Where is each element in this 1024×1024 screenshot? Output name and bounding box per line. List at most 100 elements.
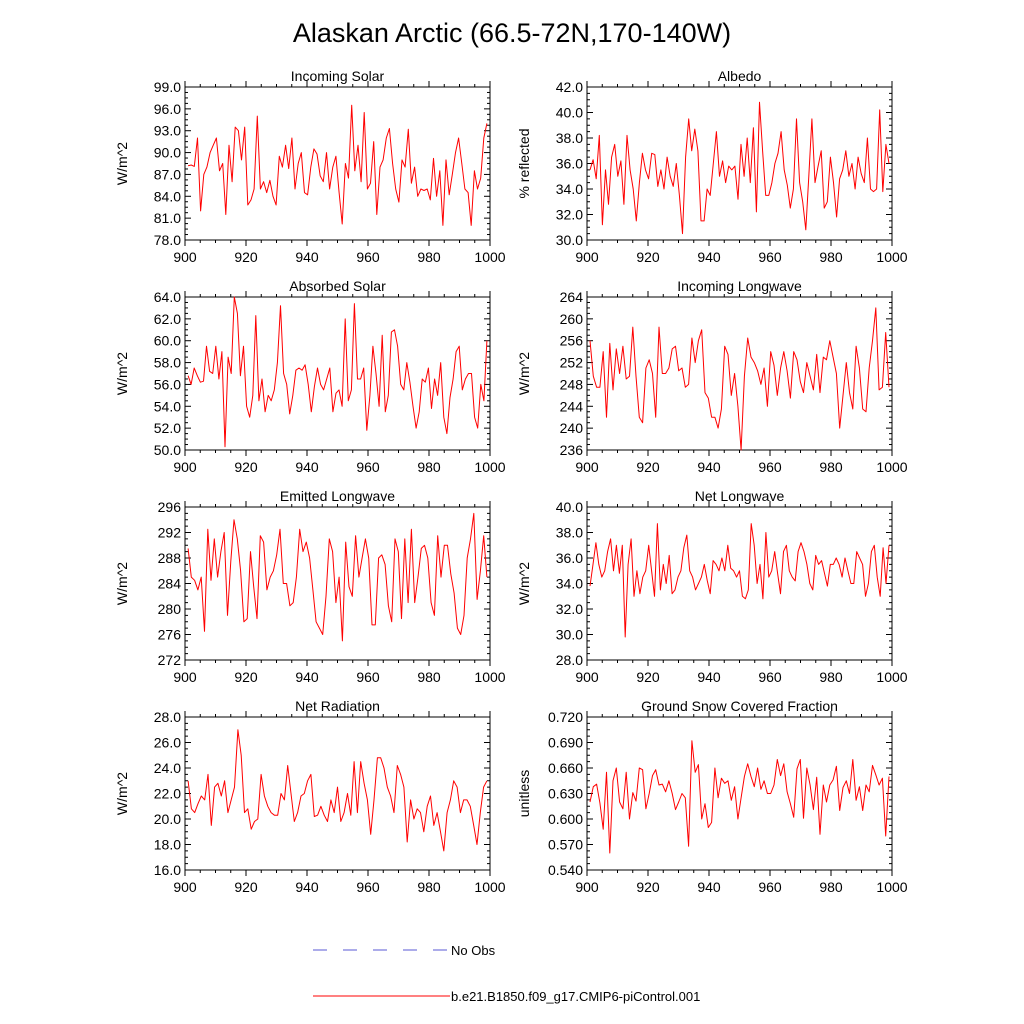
x-tick-label: 920 xyxy=(636,669,660,685)
x-tick-label: 960 xyxy=(758,879,782,895)
y-tick-label: 0.540 xyxy=(548,862,583,878)
y-tick-label: 64.0 xyxy=(154,289,181,305)
y-tick-label: 240 xyxy=(560,420,584,436)
x-tick-label: 900 xyxy=(173,249,197,265)
y-tick-label: 32.0 xyxy=(556,601,583,617)
y-axis-label: W/m^2 xyxy=(114,772,130,815)
y-axis-label: W/m^2 xyxy=(516,352,532,395)
y-tick-label: 260 xyxy=(560,311,584,327)
y-tick-label: 62.0 xyxy=(154,311,181,327)
x-tick-label: 940 xyxy=(295,879,319,895)
y-tick-label: 244 xyxy=(560,398,584,414)
x-tick-label: 940 xyxy=(697,669,721,685)
plot-frame xyxy=(184,506,491,661)
x-tick-label: 1000 xyxy=(876,879,907,895)
y-tick-label: 90.0 xyxy=(154,145,181,161)
series-line xyxy=(589,523,890,638)
y-tick-label: 24.0 xyxy=(154,760,181,776)
x-tick-label: 980 xyxy=(819,459,843,475)
panel-title: Albedo xyxy=(718,68,762,84)
series-line xyxy=(589,307,890,451)
x-tick-label: 1000 xyxy=(876,249,907,265)
y-tick-label: 288 xyxy=(158,550,182,566)
y-axis-label: W/m^2 xyxy=(114,352,130,395)
x-tick-label: 1000 xyxy=(474,249,505,265)
y-tick-label: 0.600 xyxy=(548,811,583,827)
x-tick-label: 940 xyxy=(697,249,721,265)
panel-title: Emitted Longwave xyxy=(280,488,395,504)
y-tick-label: 32.0 xyxy=(556,207,583,223)
y-tick-label: 284 xyxy=(158,576,182,592)
x-tick-label: 960 xyxy=(356,459,380,475)
series-line xyxy=(589,740,890,854)
y-tick-label: 296 xyxy=(158,499,182,515)
y-tick-label: 42.0 xyxy=(556,79,583,95)
y-tick-label: 36.0 xyxy=(556,550,583,566)
x-tick-label: 940 xyxy=(697,459,721,475)
plot-frame xyxy=(586,506,893,661)
x-tick-label: 960 xyxy=(758,669,782,685)
x-tick-label: 900 xyxy=(173,459,197,475)
x-tick-label: 980 xyxy=(417,249,441,265)
y-tick-label: 38.0 xyxy=(556,525,583,541)
y-tick-label: 276 xyxy=(158,627,182,643)
y-tick-label: 252 xyxy=(560,355,584,371)
x-tick-label: 960 xyxy=(356,669,380,685)
figure-title: Alaskan Arctic (66.5-72N,170-140W) xyxy=(293,18,731,48)
series-line xyxy=(187,512,488,642)
y-tick-label: 34.0 xyxy=(556,576,583,592)
y-tick-label: 52.0 xyxy=(154,420,181,436)
x-tick-label: 1000 xyxy=(474,669,505,685)
y-axis-label: unitless xyxy=(516,770,532,817)
y-tick-label: 264 xyxy=(560,289,584,305)
x-tick-label: 980 xyxy=(819,249,843,265)
y-tick-label: 0.690 xyxy=(548,735,583,751)
x-tick-label: 920 xyxy=(636,249,660,265)
x-tick-label: 900 xyxy=(575,669,599,685)
x-tick-label: 900 xyxy=(173,879,197,895)
y-tick-label: 36.0 xyxy=(556,156,583,172)
x-tick-label: 960 xyxy=(758,249,782,265)
x-tick-label: 980 xyxy=(417,669,441,685)
x-tick-label: 920 xyxy=(234,669,258,685)
y-tick-label: 20.0 xyxy=(154,811,181,827)
x-tick-label: 920 xyxy=(636,879,660,895)
x-tick-label: 1000 xyxy=(876,669,907,685)
y-tick-label: 84.0 xyxy=(154,188,181,204)
panel-ground-snow-covered-fraction: Ground Snow Covered Fraction unitless 0.54… xyxy=(516,698,908,895)
panel-title: Net Radiation xyxy=(295,698,380,714)
y-tick-label: 93.0 xyxy=(154,123,181,139)
y-tick-label: 18.0 xyxy=(154,837,181,853)
y-tick-label: 256 xyxy=(560,333,584,349)
x-tick-label: 940 xyxy=(295,459,319,475)
y-tick-label: 16.0 xyxy=(154,862,181,878)
y-tick-label: 248 xyxy=(560,376,584,392)
y-tick-label: 272 xyxy=(158,652,182,668)
y-axis-label: % reflected xyxy=(516,128,532,198)
panel-grid: Incoming Solar W/m^2 78.0 81.0 84.0 87.0 90.0 9… xyxy=(114,68,908,895)
y-tick-label: 50.0 xyxy=(154,442,181,458)
y-axis-label: W/m^2 xyxy=(114,142,130,185)
y-tick-label: 81.0 xyxy=(154,210,181,226)
y-tick-label: 78.0 xyxy=(154,232,181,248)
series-line xyxy=(187,296,488,448)
y-tick-label: 87.0 xyxy=(154,166,181,182)
panel-title: Net Longwave xyxy=(695,488,785,504)
y-tick-label: 0.660 xyxy=(548,760,583,776)
y-tick-label: 26.0 xyxy=(154,735,181,751)
panel-absorbed-solar: Absorbed Solar W/m^2 50.0 52.0 54.0 56.0 58.0 6… xyxy=(114,278,506,475)
y-tick-label: 280 xyxy=(158,601,182,617)
y-tick-label: 292 xyxy=(158,525,182,541)
panel-title: Incoming Longwave xyxy=(677,278,802,294)
x-tick-label: 960 xyxy=(356,249,380,265)
x-tick-label: 920 xyxy=(234,249,258,265)
y-tick-label: 60.0 xyxy=(154,333,181,349)
panel-title: Ground Snow Covered Fraction xyxy=(641,698,838,714)
x-tick-label: 920 xyxy=(636,459,660,475)
x-tick-label: 980 xyxy=(819,669,843,685)
x-tick-label: 940 xyxy=(295,669,319,685)
y-tick-label: 0.720 xyxy=(548,709,583,725)
x-tick-label: 900 xyxy=(575,879,599,895)
y-axis-label: W/m^2 xyxy=(114,562,130,605)
